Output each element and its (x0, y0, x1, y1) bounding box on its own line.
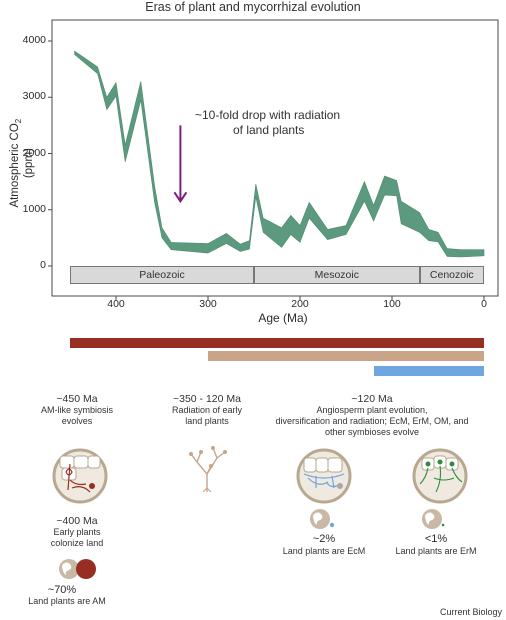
x-tick-label: 100 (383, 298, 401, 310)
caption-120ma: ~120 Ma Angiosperm plant evolution, dive… (262, 394, 482, 438)
x-tick-label: 0 (481, 298, 487, 310)
caption-350ma-line1: Radiation of early (171, 405, 243, 415)
journal-credit: Current Biology (440, 607, 503, 617)
x-tick-label: 300 (199, 298, 217, 310)
x-axis-label: Age (Ma) (258, 311, 308, 325)
annotation-line-1: ~10-fold drop with radiation (195, 108, 341, 122)
caption-450ma-time: ~450 Ma (56, 393, 98, 405)
caption-350ma-line2: land plants (185, 416, 229, 426)
annotation-line-2: of land plants (233, 123, 305, 137)
caption-120ma-time: ~120 Ma (351, 393, 393, 405)
am-label: Land plants are AM (28, 596, 106, 606)
caption-120ma-line1: Angiosperm plant evolution, (316, 405, 428, 415)
ecm-percent: ~2% (312, 533, 336, 545)
x-tick-label: 400 (107, 298, 125, 310)
caption-350ma: ~350 - 120 Ma Radiation of early land pl… (152, 394, 262, 427)
caption-450ma: ~450 Ma AM-like symbiosis evolves (22, 394, 132, 427)
early-land-plant-icon (189, 446, 227, 493)
co2-band-series (74, 50, 485, 258)
ecm-label: Land plants are EcM (282, 546, 366, 556)
timeline-bar-2 (208, 351, 484, 361)
ecm-globe-icon (310, 509, 335, 529)
ecm-root-cell-icon (296, 448, 352, 504)
plot-frame (51, 19, 499, 297)
erm-label: Land plants are ErM (395, 546, 477, 556)
drop-arrow-head (173, 191, 188, 204)
caption-400ma: ~400 Ma Early plants colonize land (22, 516, 132, 549)
era-box-cenozoic: Cenozoic (419, 266, 484, 284)
era-box-mesozoic: Mesozoic (254, 266, 420, 284)
y-tick-label: 2000 (22, 146, 46, 159)
erm-globe-icon (422, 509, 445, 529)
era-box-paleozoic: Paleozoic (70, 266, 254, 284)
caption-120ma-line3: other symbioses evolve (324, 427, 420, 437)
y-tick-label: 0 (40, 259, 46, 271)
erm-root-cell-icon (412, 448, 468, 504)
x-tick-label: 200 (291, 298, 309, 310)
caption-120ma-line2: diversification and radiation; EcM, ErM,… (275, 416, 469, 426)
y-axis-ticks (48, 40, 52, 267)
am-globe-icon (59, 559, 96, 579)
erm-percent: <1% (424, 533, 448, 545)
caption-400ma-line1: Early plants (53, 527, 101, 537)
x-axis-ticks (115, 296, 485, 300)
co2-chart (48, 19, 499, 300)
am-percent: ~70% (47, 584, 77, 596)
caption-450ma-line2: evolves (61, 416, 93, 426)
y-tick-label: 1000 (22, 202, 46, 215)
timeline-bar-3 (373, 366, 484, 376)
caption-350ma-time: ~350 - 120 Ma (172, 393, 241, 405)
drop-arrow-icon (173, 125, 188, 204)
caption-400ma-line2: colonize land (50, 538, 104, 548)
am-root-cell-icon (52, 448, 108, 504)
figure-title: Eras of plant and mycorrhizal evolution (145, 0, 361, 14)
caption-450ma-line1: AM-like symbiosis (40, 405, 113, 415)
y-tick-label: 4000 (22, 34, 46, 46)
caption-400ma-time: ~400 Ma (56, 515, 98, 527)
timeline-bar-1 (70, 338, 484, 348)
y-tick-label: 3000 (22, 90, 46, 103)
